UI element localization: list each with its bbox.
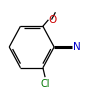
Text: Cl: Cl <box>40 79 50 89</box>
Text: N: N <box>73 42 81 52</box>
Text: O: O <box>49 14 57 25</box>
